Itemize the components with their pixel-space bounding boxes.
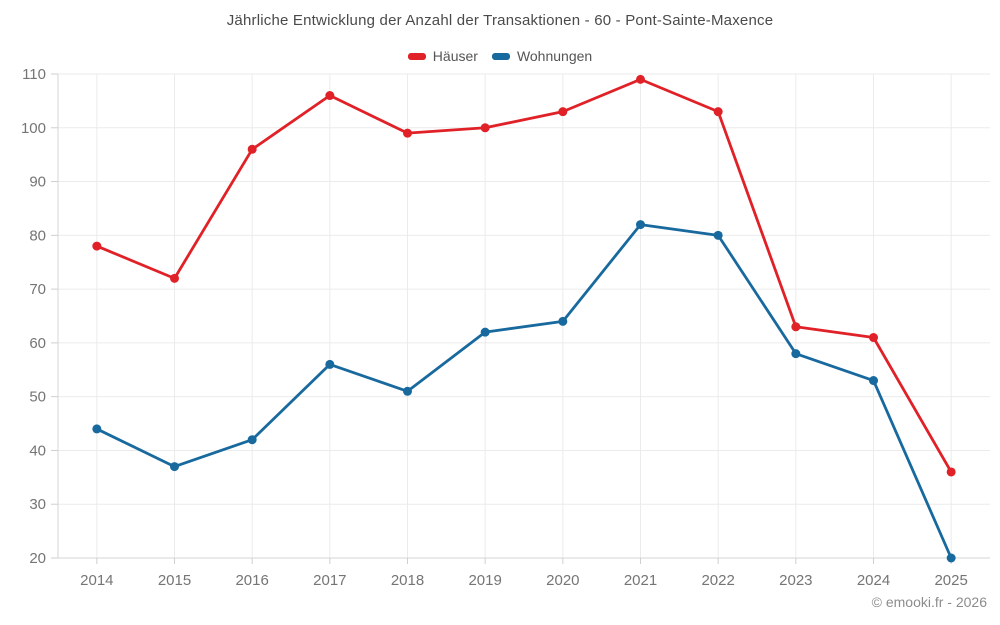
gridlines <box>58 73 990 559</box>
data-point-marker <box>403 128 412 138</box>
series-wohnungen <box>92 220 956 563</box>
data-point-marker <box>325 91 335 101</box>
x-tick-label: 2020 <box>546 572 579 589</box>
y-tick-label: 70 <box>29 281 46 298</box>
data-point-marker <box>713 107 723 117</box>
x-tick-label: 2023 <box>779 572 812 589</box>
series-häuser <box>92 74 956 477</box>
y-tick-label: 50 <box>29 389 46 406</box>
data-point-marker <box>480 327 490 337</box>
y-tick-label: 110 <box>22 66 46 83</box>
copyright-text: © emooki.fr - 2026 <box>871 594 987 610</box>
legend-label-wohnungen: Wohnungen <box>516 48 593 64</box>
data-point-marker <box>791 349 801 359</box>
x-tick-label: 2018 <box>391 572 424 589</box>
data-point-marker <box>92 424 102 434</box>
data-point-marker <box>247 144 257 154</box>
data-point-marker <box>92 241 102 251</box>
x-tick-label: 2014 <box>80 572 113 589</box>
x-axis-labels: 2014 2015 2016 2017 2018 2019 2020 2021 2022 2023… <box>80 572 968 589</box>
legend-label-hauser: Häuser <box>432 48 478 64</box>
data-point-marker <box>869 333 878 343</box>
chart-title: Jährliche Entwicklung der Anzahl der Tra… <box>226 12 774 29</box>
y-tick-label: 30 <box>29 496 46 513</box>
hauser-swatch-icon <box>407 52 426 60</box>
data-point-marker <box>713 230 723 240</box>
data-point-marker <box>558 107 568 117</box>
legend-item-wohnungen: Wohnungen <box>491 48 593 64</box>
data-point-marker <box>170 462 179 472</box>
data-point-marker <box>946 553 956 563</box>
data-point-marker <box>558 316 568 326</box>
data-point-marker <box>791 322 801 332</box>
x-tick-label: 2022 <box>701 572 734 589</box>
x-tick-label: 2016 <box>235 572 268 589</box>
x-tick-label: 2015 <box>158 572 191 589</box>
series-line <box>95 77 953 474</box>
y-tick-label: 90 <box>29 174 46 191</box>
wohnungen-swatch-icon <box>491 52 510 60</box>
data-point-marker <box>636 74 645 84</box>
data-point-marker <box>325 359 335 369</box>
x-tick-label: 2021 <box>624 572 657 589</box>
y-tick-label: 60 <box>29 335 46 352</box>
x-tick-label: 2017 <box>313 572 346 589</box>
data-point-marker <box>869 376 878 386</box>
y-tick-label: 80 <box>29 227 46 244</box>
tick-marks <box>51 73 952 564</box>
data-point-marker <box>247 435 257 445</box>
y-tick-label: 100 <box>21 120 46 137</box>
y-tick-label: 20 <box>29 550 46 567</box>
legend-item-hauser: Häuser <box>407 48 478 64</box>
chart-legend: Häuser Wohnungen <box>0 48 1000 64</box>
axes <box>57 74 990 559</box>
y-tick-label: 40 <box>29 442 46 459</box>
x-tick-label: 2025 <box>934 572 967 589</box>
data-point-marker <box>170 273 179 283</box>
data-point-marker <box>403 386 412 396</box>
data-point-marker <box>636 220 645 230</box>
series-line <box>95 223 953 560</box>
x-tick-label: 2019 <box>468 572 501 589</box>
x-tick-label: 2024 <box>857 572 890 589</box>
y-axis-labels: 20 30 40 50 60 70 80 90 100 110 <box>21 66 46 567</box>
data-point-marker <box>946 467 956 477</box>
data-point-marker <box>480 123 490 133</box>
